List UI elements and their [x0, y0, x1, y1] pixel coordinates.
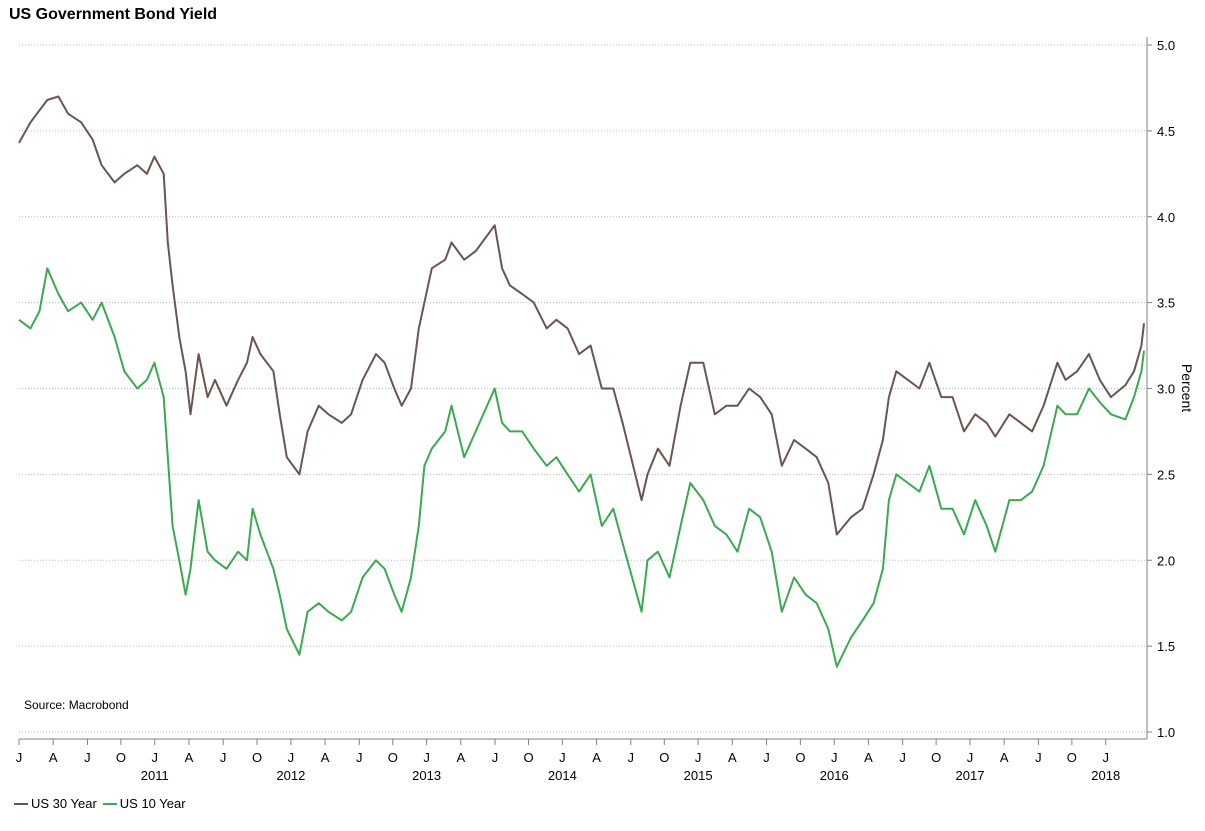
source-note: Source: Macrobond	[24, 698, 129, 712]
x-tick-label: O	[252, 750, 262, 765]
x-tick-label: J	[288, 750, 295, 765]
series-line-us30	[18, 95, 1145, 536]
x-tick-label: J	[16, 750, 23, 765]
y-tick-label: 3.5	[1157, 296, 1175, 311]
x-tick-label: A	[1000, 750, 1009, 765]
x-tick-label: J	[899, 750, 906, 765]
legend: US 30 Year US 10 Year	[14, 796, 192, 811]
y-tick-label: 1.0	[1157, 725, 1175, 740]
x-tick-label: J	[423, 750, 430, 765]
x-tick-label: J	[1035, 750, 1042, 765]
x-tick-label: J	[763, 750, 770, 765]
x-tick-label: J	[695, 750, 702, 765]
y-axis-label: Percent	[1179, 364, 1195, 412]
legend-item-us30: US 30 Year	[14, 796, 97, 811]
x-tick-label: O	[523, 750, 533, 765]
x-tick-label: A	[49, 750, 58, 765]
y-tick-label: 4.5	[1157, 124, 1175, 139]
x-tick-label: A	[592, 750, 601, 765]
grid-lines	[19, 44, 1147, 733]
legend-label-us30: US 30 Year	[31, 796, 97, 811]
y-tick-label: 5.0	[1157, 38, 1175, 53]
year-label: 2013	[412, 768, 441, 783]
y-tick-labels: 1.0 1.5 2.0 2.5 3.0 3.5 4.0 4.5 5.0	[1157, 38, 1175, 740]
x-tick-label: A	[321, 750, 330, 765]
x-tick-label: J	[831, 750, 838, 765]
y-tick-label: 3.0	[1157, 382, 1175, 397]
x-tick-label: O	[659, 750, 669, 765]
chart-title: US Government Bond Yield	[9, 6, 218, 23]
legend-swatch-us30	[14, 802, 28, 805]
legend-label-us10: US 10 Year	[119, 796, 186, 811]
y-tick-label: 4.0	[1157, 210, 1175, 225]
year-label: 2017	[956, 768, 985, 783]
x-tick-label: J	[967, 750, 974, 765]
x-tick-label: J	[220, 750, 227, 765]
year-label: 2015	[684, 768, 713, 783]
legend-swatch-us10	[102, 802, 117, 805]
x-tick-label: J	[1102, 750, 1109, 765]
x-tick-label: O	[1067, 750, 1077, 765]
x-tick-label: O	[795, 750, 805, 765]
x-tick-label: A	[456, 750, 465, 765]
legend-item-us10: US 10 Year	[102, 796, 186, 811]
x-tick-label: J	[628, 750, 635, 765]
series-line-us10	[18, 267, 1145, 668]
x-tick-label: O	[388, 750, 398, 765]
x-tick-label: J	[492, 750, 499, 765]
x-tick-label: O	[116, 750, 126, 765]
x-tick-label: O	[931, 750, 941, 765]
year-label: 2011	[141, 768, 169, 783]
year-label: 2018	[1091, 768, 1120, 783]
x-tick-label: J	[356, 750, 363, 765]
year-label: 2014	[548, 768, 577, 783]
year-label: 2016	[820, 768, 849, 783]
year-label: 2012	[276, 768, 305, 783]
series-lines	[18, 95, 1145, 668]
x-tick-label: A	[728, 750, 737, 765]
x-tick-label: J	[559, 750, 566, 765]
y-tick-label: 1.5	[1157, 639, 1175, 654]
x-tick-label: A	[864, 750, 873, 765]
x-tick-label: J	[84, 750, 91, 765]
y-tick-label: 2.5	[1157, 467, 1175, 482]
axes	[18, 37, 1152, 745]
y-tick-label: 2.0	[1157, 553, 1175, 568]
x-tick-label: J	[151, 750, 158, 765]
year-labels: 2011 2012 2013 2014 2015 2016 2017 2018	[141, 768, 1120, 783]
x-tick-label: A	[185, 750, 194, 765]
